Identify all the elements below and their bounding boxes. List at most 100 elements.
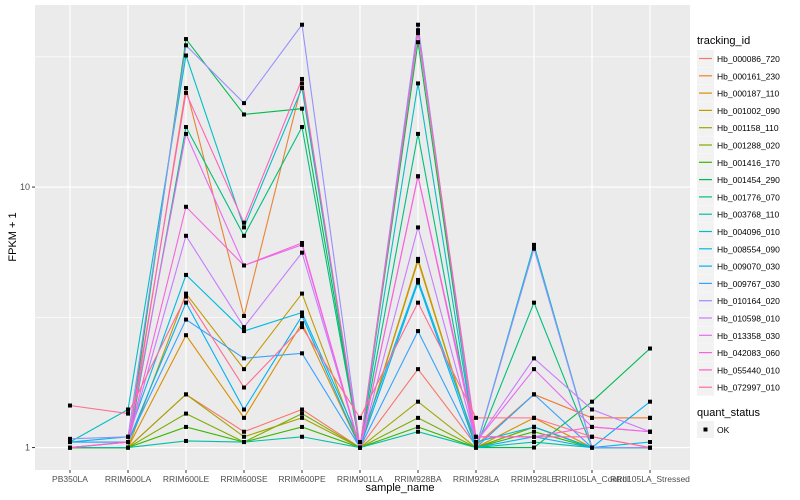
legend-item: Hb_010598_010 bbox=[697, 309, 780, 327]
data-point bbox=[532, 429, 536, 434]
data-point bbox=[300, 76, 304, 81]
data-point bbox=[242, 407, 246, 412]
data-point bbox=[416, 329, 420, 334]
legend-label: Hb_003768_110 bbox=[717, 210, 780, 220]
x-tick-label: PB350LA bbox=[52, 474, 88, 484]
y-axis: 1 10 bbox=[20, 182, 35, 453]
legend-label: Hb_004096_010 bbox=[717, 227, 780, 237]
data-point bbox=[242, 367, 246, 372]
legend-item: Hb_009070_030 bbox=[697, 257, 780, 275]
data-point bbox=[184, 204, 188, 209]
data-point bbox=[242, 415, 246, 420]
data-point bbox=[126, 440, 130, 445]
legend: tracking_id Hb_000086_720 Hb_000161_230 Hb… bbox=[697, 35, 780, 396]
x-tick-label: RRIM928LA bbox=[453, 474, 500, 484]
data-point bbox=[184, 125, 188, 130]
data-point bbox=[416, 28, 420, 33]
data-point bbox=[648, 415, 652, 420]
data-point bbox=[474, 445, 478, 450]
data-point bbox=[68, 445, 72, 450]
data-point bbox=[416, 22, 420, 27]
data-point bbox=[416, 277, 420, 282]
data-point bbox=[416, 429, 420, 434]
legend-item: Hb_004096_010 bbox=[697, 223, 780, 240]
data-point bbox=[300, 313, 304, 318]
data-point bbox=[416, 259, 420, 264]
legend-item: Hb_003768_110 bbox=[697, 205, 780, 223]
legend-label: Hb_001288_020 bbox=[717, 141, 780, 151]
x-axis-title: sample_name bbox=[365, 482, 434, 494]
data-point bbox=[648, 429, 652, 434]
data-point bbox=[532, 415, 536, 420]
data-point bbox=[242, 313, 246, 318]
data-point bbox=[532, 434, 536, 439]
data-point bbox=[532, 424, 536, 429]
x-tick-label: RRIM600LE bbox=[163, 474, 210, 484]
legend-quant-status: quant_status OK bbox=[697, 407, 760, 438]
data-point bbox=[648, 346, 652, 351]
data-point bbox=[126, 407, 130, 412]
data-point bbox=[184, 294, 188, 299]
data-point bbox=[300, 250, 304, 255]
data-point bbox=[184, 43, 188, 48]
data-point bbox=[300, 106, 304, 111]
legend-item: Hb_001416_170 bbox=[697, 153, 780, 171]
legend-title: tracking_id bbox=[697, 35, 750, 47]
data-point bbox=[416, 280, 420, 285]
data-point bbox=[416, 31, 420, 36]
data-point bbox=[184, 291, 188, 296]
data-point bbox=[300, 81, 304, 86]
legend-item: Hb_008554_090 bbox=[697, 240, 780, 258]
data-point bbox=[184, 53, 188, 58]
data-point bbox=[126, 411, 130, 416]
data-point bbox=[590, 399, 594, 404]
data-point bbox=[648, 445, 652, 450]
x-axis: PB350LA RRIM600LA RRIM600LE RRIM600SE RRIM60… bbox=[52, 470, 690, 484]
data-point bbox=[416, 174, 420, 179]
data-point bbox=[242, 385, 246, 390]
legend-label: Hb_001002_090 bbox=[717, 106, 780, 116]
legend-item: Hb_072997_010 bbox=[697, 378, 780, 396]
x-tick-label: RRIM600PE bbox=[278, 474, 326, 484]
legend-item: Hb_055440_010 bbox=[697, 361, 780, 379]
legend-label: Hb_000161_230 bbox=[717, 71, 780, 81]
data-point bbox=[416, 131, 420, 136]
data-point bbox=[358, 440, 362, 445]
data-point bbox=[242, 434, 246, 439]
data-point bbox=[242, 112, 246, 117]
legend-label: Hb_009070_030 bbox=[717, 262, 780, 272]
data-point bbox=[68, 440, 72, 445]
data-point bbox=[184, 424, 188, 429]
data-point bbox=[184, 392, 188, 397]
data-point bbox=[474, 415, 478, 420]
legend-label: Hb_055440_010 bbox=[717, 365, 780, 375]
data-point bbox=[416, 367, 420, 372]
data-point bbox=[300, 415, 304, 420]
data-point bbox=[242, 233, 246, 238]
legend-label: Hb_000187_110 bbox=[717, 89, 780, 99]
y-tick-label: 1 bbox=[25, 443, 30, 453]
x-tick-label: RRII105LA_Control bbox=[555, 474, 629, 484]
data-point bbox=[300, 22, 304, 27]
data-point bbox=[242, 440, 246, 445]
data-point bbox=[300, 125, 304, 130]
legend-label: Hb_001158_110 bbox=[717, 123, 779, 133]
y-tick-label: 10 bbox=[20, 182, 30, 192]
legend-item: Hb_000161_230 bbox=[697, 67, 780, 85]
data-point bbox=[532, 445, 536, 450]
legend-item: Hb_013358_030 bbox=[697, 326, 780, 344]
data-point bbox=[68, 403, 72, 408]
x-tick-label: RRIM928BA bbox=[394, 474, 442, 484]
data-point bbox=[474, 434, 478, 439]
legend-item: Hb_001288_020 bbox=[697, 136, 780, 154]
x-tick-label: RRII105LA_Stressed bbox=[610, 474, 690, 484]
data-point bbox=[532, 300, 536, 305]
data-points bbox=[68, 22, 652, 450]
data-point bbox=[300, 351, 304, 356]
data-point bbox=[300, 291, 304, 296]
x-tick-label: RRIM928LE bbox=[511, 474, 558, 484]
data-point bbox=[300, 424, 304, 429]
data-point bbox=[532, 356, 536, 361]
data-point bbox=[416, 225, 420, 230]
data-point bbox=[242, 329, 246, 334]
